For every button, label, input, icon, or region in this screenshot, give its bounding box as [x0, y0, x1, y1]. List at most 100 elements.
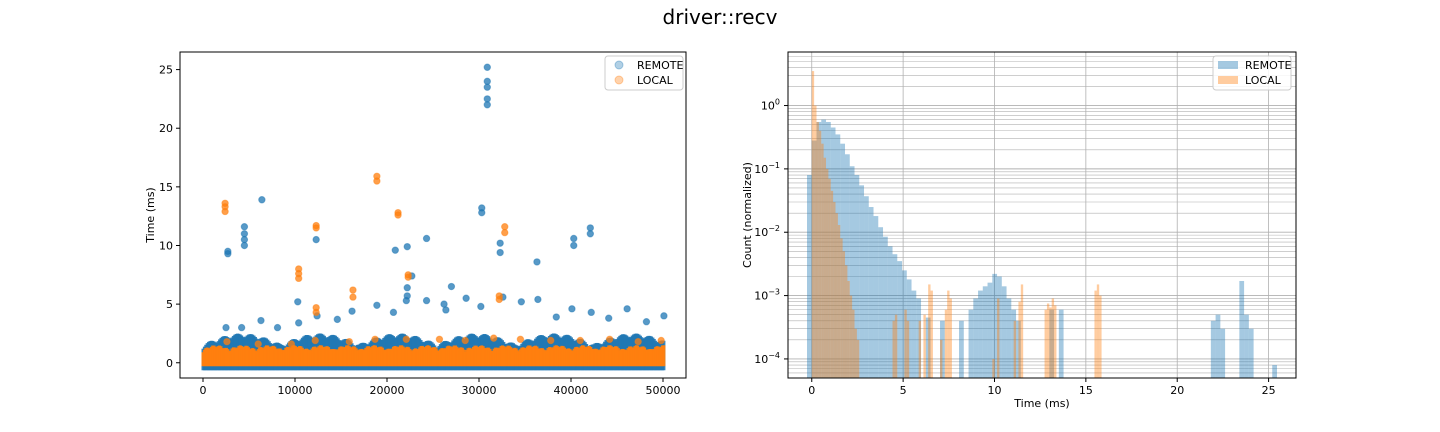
remote-point — [222, 323, 230, 332]
local-hist-bar — [949, 298, 952, 378]
remote-point — [642, 318, 651, 326]
scatter-y-tick-label: 25 — [159, 64, 173, 77]
remote-hist-bar — [940, 320, 945, 378]
histogram-x-tick-label: 10 — [987, 384, 1001, 397]
remote-hist-bar — [973, 298, 979, 378]
remote-hist-bar — [982, 286, 988, 378]
local-hist-bar — [997, 298, 1000, 378]
scatter-axes-frame — [179, 51, 687, 379]
remote-hist-bar — [892, 254, 898, 378]
local-point — [371, 335, 379, 344]
local-hist-bar — [814, 105, 817, 379]
remote-hist-bar — [997, 276, 1002, 378]
remote-point — [586, 224, 595, 232]
local-hist-bar — [821, 143, 824, 378]
scatter-x-tick-label: 30000 — [462, 384, 497, 397]
scatter-legend-local-marker — [614, 75, 624, 85]
remote-point — [483, 95, 491, 103]
local-hist-bar — [835, 213, 838, 378]
remote-hist-bar — [840, 143, 846, 378]
histogram-y-ticks: 10−4 10−3 10−2 10−1 100 — [754, 98, 788, 366]
histogram-x-ticks: 0 5 10 15 20 25 — [808, 378, 1276, 397]
scatter-x-tick-label: 10000 — [278, 384, 313, 397]
histogram-legend-local-swatch — [1218, 76, 1238, 84]
local-hist-bar — [1046, 303, 1050, 378]
remote-hist-bar — [807, 175, 812, 378]
remote-hist-bar — [987, 282, 993, 378]
histogram-y-tick-label: 10−1 — [754, 161, 780, 176]
remote-point — [402, 296, 411, 305]
remote-point — [257, 316, 265, 325]
remote-hist-bar — [873, 216, 879, 378]
local-dense-band — [201, 345, 666, 367]
remote-point — [496, 248, 504, 257]
local-point — [490, 334, 498, 342]
local-hist-bar — [928, 284, 931, 378]
remote-point — [258, 196, 266, 204]
remote-hist-bar — [811, 140, 817, 378]
local-hist-bar — [923, 314, 926, 378]
remote-hist-bar — [1058, 309, 1064, 378]
remote-hist-bar — [864, 196, 869, 378]
local-hist-bar — [833, 202, 836, 378]
histogram-legend-local-label: LOCAL — [1245, 74, 1282, 87]
local-hist-bar — [847, 280, 850, 378]
remote-hist-bar — [854, 175, 860, 378]
remote-point — [389, 308, 398, 317]
local-point — [294, 265, 303, 273]
remote-hist-bar — [1016, 320, 1021, 378]
scatter-y-ticks: 0 5 10 15 20 25 — [159, 64, 180, 370]
figure-title: driver::recv — [663, 5, 778, 29]
remote-hist-bar — [816, 121, 822, 379]
local-point — [576, 336, 584, 345]
remote-point — [391, 246, 399, 254]
remote-point — [534, 295, 542, 304]
local-hist-bar — [1049, 307, 1052, 378]
local-hist-bar — [947, 290, 950, 378]
remote-hist-bar — [1248, 328, 1254, 378]
histogram-y-tick-label: 100 — [761, 98, 780, 113]
remote-point — [462, 294, 470, 302]
scatter-legend-local-label: LOCAL — [637, 74, 674, 87]
local-point — [345, 337, 353, 346]
scatter-y-tick-label: 15 — [159, 181, 173, 194]
local-hist-bar — [840, 238, 843, 378]
scatter-y-tick-label: 0 — [166, 357, 173, 370]
remote-hist-bar — [906, 279, 912, 378]
remote-point — [422, 234, 431, 243]
local-hist-bar — [1044, 309, 1047, 378]
remote-hist-bar — [897, 261, 903, 378]
local-hist-bar — [811, 71, 815, 379]
scatter-y-tick-label: 20 — [159, 122, 173, 135]
histogram-y-tick-label: 10−4 — [754, 351, 780, 366]
remote-point — [422, 296, 431, 305]
histogram-x-tick-label: 20 — [1170, 384, 1184, 397]
local-hist-bar — [849, 295, 853, 378]
local-point — [311, 336, 319, 345]
histogram-legend-box — [1212, 55, 1292, 91]
local-point — [349, 293, 357, 301]
remote-hist-bar — [1049, 309, 1055, 378]
local-hist-bar — [1054, 305, 1057, 378]
local-point — [634, 337, 642, 346]
remote-hist-bar — [959, 320, 964, 378]
remote-hist-bar — [968, 309, 974, 378]
remote-hist-bar — [1239, 280, 1245, 378]
remote-point — [294, 319, 303, 327]
remote-point — [623, 305, 631, 313]
remote-point — [237, 323, 246, 332]
histogram-x-tick-label: 15 — [1079, 384, 1093, 397]
remote-point — [552, 313, 560, 321]
scatter-x-ticks: 0 10000 20000 30000 40000 50000 — [200, 378, 681, 397]
histogram-panel: 0 5 10 15 20 25 10−4 10−3 10−2 10−1 100 Time (ms)… — [741, 51, 1297, 410]
remote-point — [312, 235, 320, 244]
scatter-x-tick-label: 40000 — [554, 384, 589, 397]
remote-hist-bar — [1006, 298, 1012, 378]
local-point — [461, 336, 469, 345]
scatter-legend-remote-label: REMOTE — [637, 59, 683, 72]
local-hist-bar — [1013, 320, 1017, 378]
remote-point — [477, 302, 485, 311]
remote-point — [483, 63, 491, 71]
scatter-x-tick-label: 20000 — [370, 384, 405, 397]
local-hist-bar — [830, 190, 834, 378]
